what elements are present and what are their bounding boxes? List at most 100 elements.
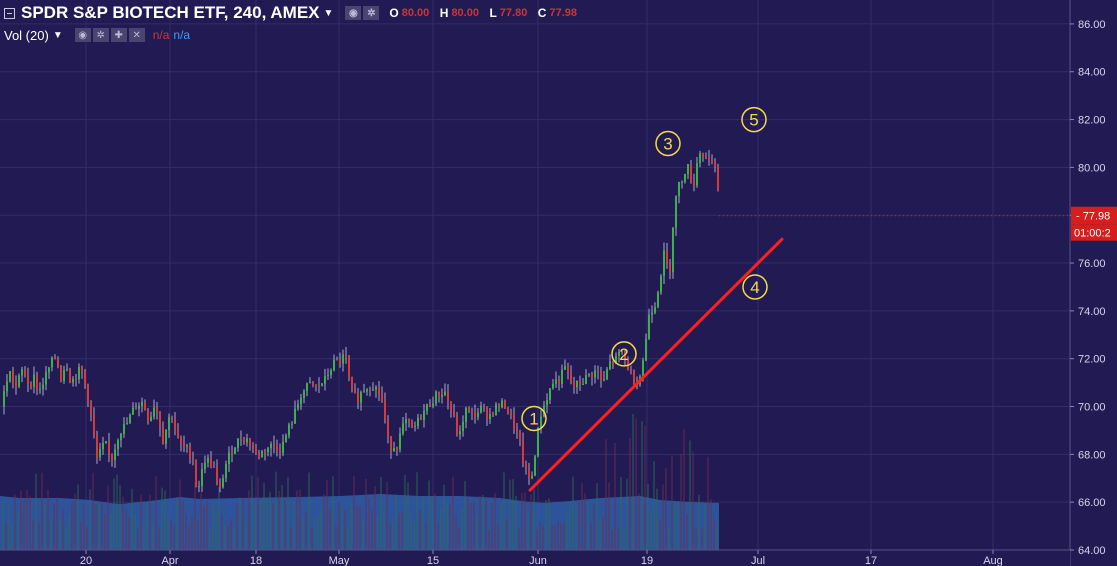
volume-bar — [359, 506, 361, 550]
time-axis[interactable] — [0, 550, 1070, 566]
eye-icon[interactable]: ◉ — [74, 28, 91, 42]
candle-body — [93, 414, 95, 436]
volume-bar — [554, 525, 556, 550]
candle-body — [306, 383, 308, 391]
candle-body — [510, 413, 512, 416]
volume-bar — [281, 484, 283, 550]
candle-body — [708, 156, 710, 161]
volume-bar — [698, 494, 700, 550]
volume-bar — [404, 474, 406, 550]
candle-body — [399, 433, 401, 450]
volume-bar — [110, 513, 112, 550]
candle-body — [372, 389, 374, 391]
candle-body — [423, 410, 425, 421]
volume-study-title[interactable]: Vol (20) — [4, 27, 49, 43]
wave-label-3[interactable]: 3 — [663, 134, 672, 153]
candle-body — [327, 375, 329, 377]
close-icon[interactable]: ✕ — [128, 28, 145, 42]
candle-body — [654, 306, 656, 313]
volume-bar — [71, 501, 73, 550]
wave-labels[interactable]: 1 2 3 4 5 — [521, 106, 768, 432]
candle-body — [663, 250, 665, 276]
volume-bar — [494, 492, 496, 550]
candle-body — [519, 431, 521, 441]
candle-body — [15, 381, 17, 387]
volume-bar — [137, 529, 139, 550]
wave-label-1[interactable]: 1 — [529, 409, 538, 428]
eye-icon[interactable]: ◉ — [345, 6, 362, 20]
plus-icon[interactable]: ✚ — [110, 28, 127, 42]
candle-body — [588, 374, 590, 376]
candle-body — [237, 438, 239, 448]
volume-bar — [11, 525, 13, 550]
candle-body — [324, 376, 326, 384]
volume-bar — [356, 505, 358, 550]
gear-icon[interactable]: ✲ — [363, 6, 380, 20]
price-tick-label: 86.00 — [1078, 19, 1106, 31]
high-value: 80.00 — [451, 7, 479, 19]
gear-icon[interactable]: ✲ — [92, 28, 109, 42]
wave-label-circle — [611, 341, 637, 367]
volume-bar — [407, 482, 409, 550]
candle-body — [699, 153, 701, 164]
candle-body — [615, 355, 617, 364]
volume-bar — [125, 510, 127, 550]
volume-bar — [272, 503, 274, 550]
candle-body — [585, 375, 587, 384]
wave-label-circle — [741, 106, 767, 133]
candle-body — [507, 407, 509, 414]
price-axis[interactable] — [1070, 0, 1117, 566]
candle-body — [450, 401, 452, 411]
time-tick-label: 20 — [80, 555, 92, 566]
volume-bar — [377, 516, 379, 550]
candle-body — [216, 467, 218, 482]
volume-bar — [389, 524, 391, 550]
wave-label-2[interactable]: 2 — [619, 345, 628, 364]
volume-bar — [248, 490, 250, 550]
candle-body — [48, 367, 50, 373]
volume-bar — [101, 502, 103, 550]
volume-bar — [314, 518, 316, 550]
volume-bar — [425, 522, 427, 550]
candle-body — [525, 463, 527, 469]
volume-bar — [431, 498, 433, 550]
price-tick-label: 72.00 — [1078, 354, 1106, 366]
volume-bar — [176, 497, 178, 550]
collapse-icon[interactable] — [4, 7, 15, 19]
volume-bar — [575, 508, 577, 550]
volume-bar — [671, 455, 673, 550]
symbol-title[interactable]: SPDR S&P BIOTECH ETF, 240, AMEX — [21, 3, 320, 22]
wave-label-5[interactable]: 5 — [749, 111, 758, 130]
candle-body — [177, 428, 179, 438]
volume-bar — [119, 485, 121, 550]
candle-body — [33, 374, 35, 387]
candle-body — [300, 397, 302, 405]
wave-label-4[interactable]: 4 — [750, 278, 759, 297]
candle-body — [210, 458, 212, 466]
candle-body — [702, 153, 704, 157]
candle-body — [627, 358, 629, 370]
volume-bar — [92, 472, 94, 550]
candle-body — [279, 450, 281, 454]
chevron-down-icon[interactable]: ▼ — [52, 29, 63, 41]
volume-area — [0, 414, 719, 550]
volume-bar — [398, 513, 400, 550]
candle-body — [468, 407, 470, 410]
volume-bar — [632, 414, 634, 550]
volume-bar — [635, 418, 637, 550]
candle-body — [612, 361, 614, 364]
candle-body — [96, 435, 98, 458]
volume-bar — [581, 483, 583, 550]
volume-bar — [218, 486, 220, 550]
trendline[interactable] — [528, 237, 784, 492]
candle-body — [18, 375, 20, 387]
volume-bar — [461, 509, 463, 550]
volume-bar — [26, 489, 28, 550]
candle-body — [207, 458, 209, 463]
volume-bar — [170, 519, 172, 550]
volume-bar — [179, 479, 181, 550]
chevron-down-icon[interactable]: ▼ — [323, 7, 334, 19]
volume-bar — [401, 510, 403, 550]
candle-body — [696, 163, 698, 186]
